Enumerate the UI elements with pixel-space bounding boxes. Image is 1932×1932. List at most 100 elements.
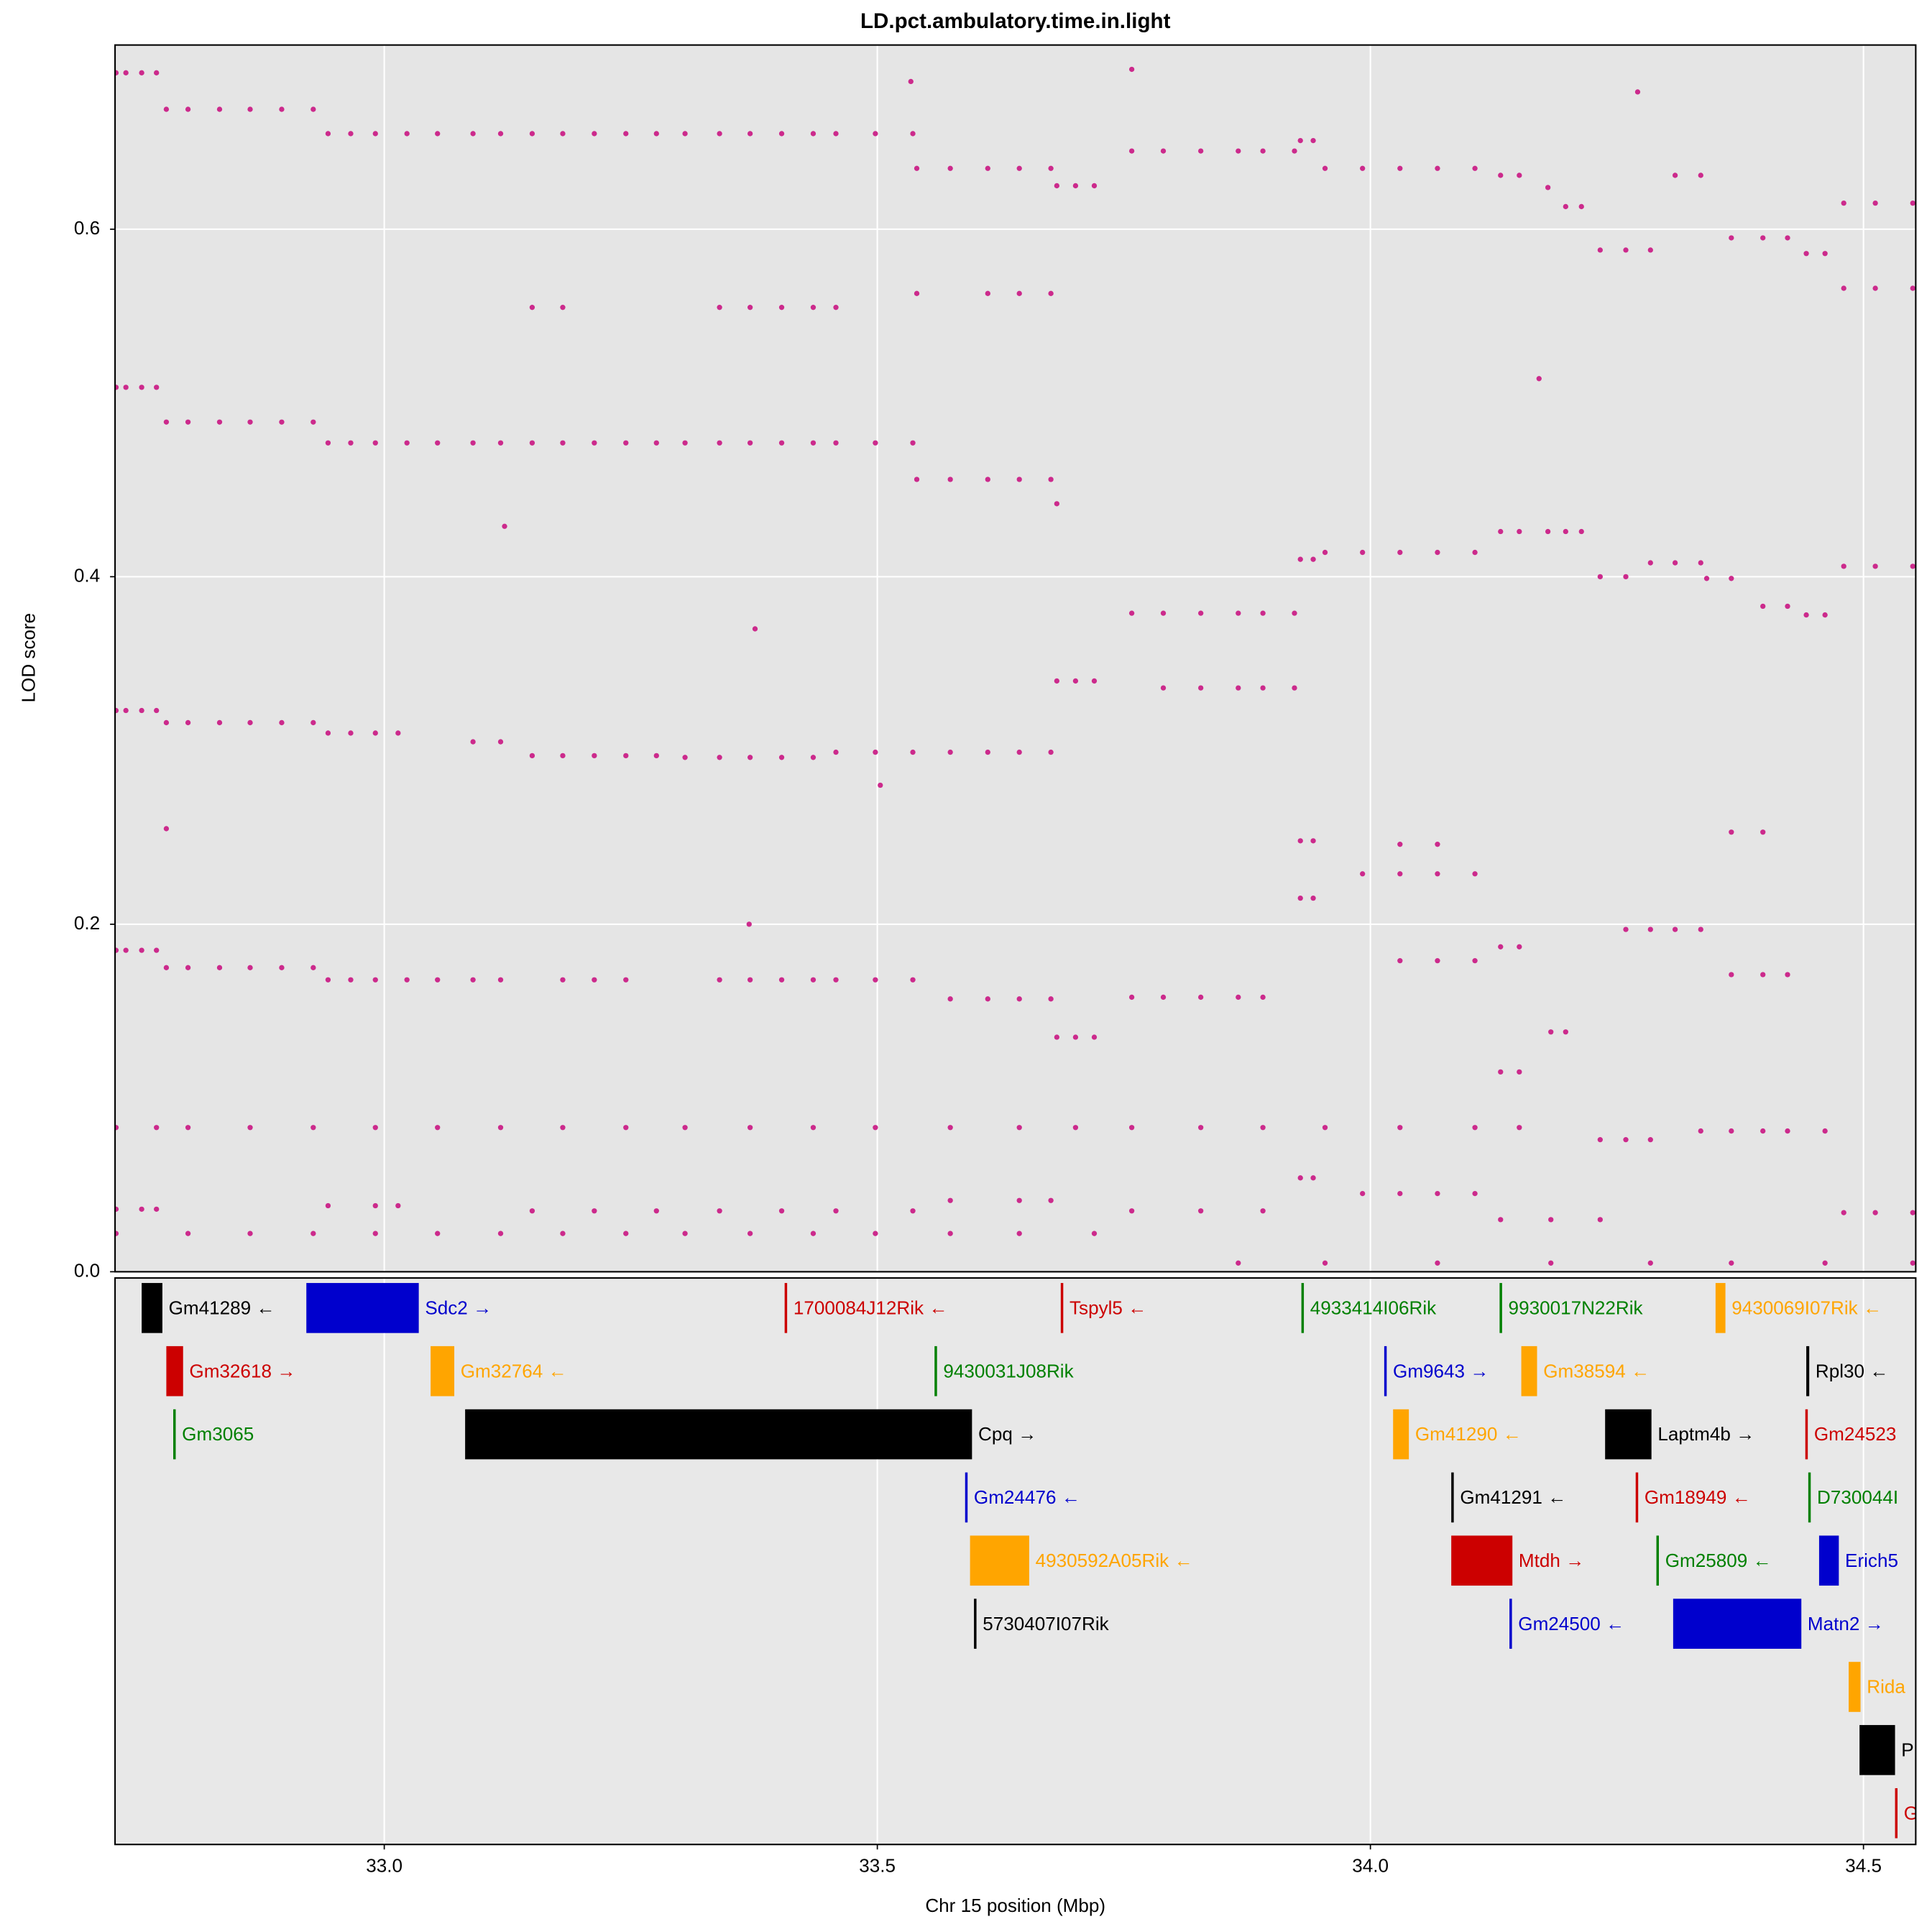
point — [1698, 172, 1703, 178]
point — [1822, 1128, 1828, 1134]
point — [1672, 926, 1678, 932]
point — [1054, 501, 1060, 507]
point — [1435, 842, 1440, 847]
point — [279, 965, 285, 970]
point — [1760, 235, 1766, 241]
point — [154, 1125, 160, 1131]
point — [810, 1230, 816, 1236]
point — [1160, 994, 1167, 1000]
gene-label: Sdc2 → — [425, 1297, 492, 1318]
point — [185, 106, 191, 112]
point — [623, 753, 629, 759]
point — [115, 70, 119, 75]
gene — [1806, 1346, 1810, 1397]
point — [470, 440, 476, 446]
point — [1872, 1210, 1878, 1215]
point — [372, 1202, 378, 1209]
point — [985, 996, 990, 1002]
point — [1322, 1125, 1328, 1131]
point — [372, 730, 378, 736]
point — [139, 707, 144, 714]
point — [1841, 285, 1846, 291]
point — [310, 106, 316, 112]
point — [1698, 1128, 1703, 1134]
point — [395, 1202, 401, 1209]
point — [502, 523, 507, 529]
point — [910, 131, 916, 137]
point — [873, 1230, 878, 1236]
gene-label: 5730407I07Rik — [983, 1613, 1109, 1634]
point — [325, 1202, 331, 1209]
y-axis-label: LOD score — [18, 613, 40, 703]
point — [873, 1125, 878, 1131]
gene-panel-frame — [114, 1277, 1917, 1846]
point — [778, 131, 785, 137]
point — [1578, 203, 1584, 210]
point — [833, 1208, 839, 1214]
point — [873, 440, 878, 446]
point — [810, 755, 816, 760]
gene-label: Laptm4b → — [1657, 1423, 1754, 1445]
point — [833, 131, 839, 137]
point — [1072, 1034, 1079, 1040]
point — [873, 749, 878, 755]
labels: 33.0 33.5 34.0 34.5 0.0 0.2 0.4 0.6 — [74, 217, 1882, 1877]
point — [747, 755, 753, 760]
gene-label: Matn2 → — [1808, 1613, 1884, 1634]
point — [910, 440, 916, 446]
point — [1623, 574, 1629, 580]
point — [325, 977, 331, 983]
point — [1435, 549, 1440, 556]
point — [185, 1230, 191, 1236]
point — [878, 782, 883, 788]
point — [653, 440, 659, 446]
point — [1623, 247, 1629, 253]
point — [1623, 1136, 1629, 1143]
point — [247, 719, 253, 726]
point — [154, 385, 160, 390]
point — [1760, 1128, 1766, 1134]
point — [778, 440, 785, 446]
point — [1435, 1260, 1440, 1266]
point — [1545, 185, 1551, 190]
point — [653, 131, 659, 137]
point — [1310, 838, 1316, 844]
point — [947, 165, 953, 171]
gene-label: Gm9643 → — [1393, 1360, 1489, 1381]
gene-label: Mtdh → — [1519, 1550, 1584, 1571]
gene — [1849, 1662, 1861, 1712]
point — [1822, 251, 1828, 257]
point — [717, 440, 722, 446]
y-tick-label: 0.6 — [74, 217, 100, 239]
gene — [306, 1283, 419, 1333]
gene — [1715, 1283, 1726, 1333]
point — [1785, 1128, 1790, 1134]
plot-background — [115, 45, 1916, 1272]
point — [497, 1230, 504, 1236]
x-axis-label: Chr 15 position (Mbp) — [925, 1895, 1105, 1916]
point — [325, 440, 331, 446]
point — [435, 440, 441, 446]
point — [348, 730, 354, 736]
point — [778, 755, 785, 760]
point — [1498, 1069, 1504, 1075]
point — [1128, 610, 1135, 616]
point — [908, 78, 914, 85]
point — [752, 626, 758, 632]
point — [1872, 285, 1878, 291]
point — [1198, 994, 1204, 1000]
point — [470, 131, 476, 137]
point — [1016, 477, 1022, 482]
point — [1091, 678, 1098, 684]
point — [747, 131, 753, 137]
point — [163, 965, 170, 970]
point — [717, 755, 722, 760]
point — [1760, 972, 1766, 978]
point — [1472, 871, 1478, 877]
point — [529, 1208, 535, 1214]
point — [914, 477, 920, 482]
point — [833, 749, 839, 755]
point — [1822, 612, 1828, 618]
point — [1198, 1125, 1204, 1131]
point — [1091, 1034, 1098, 1040]
